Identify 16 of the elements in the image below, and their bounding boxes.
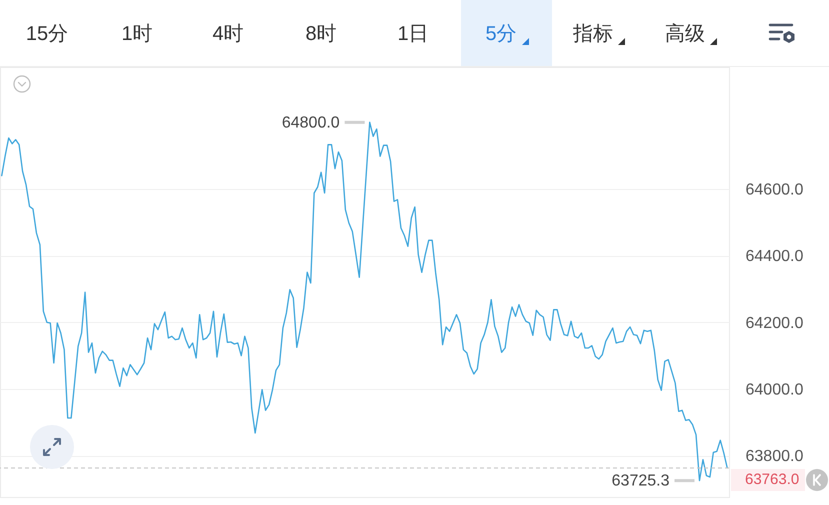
text: 15分 [26,22,68,46]
text: 高级 [665,22,705,46]
y-tick-label: 64600.0 [746,182,804,198]
text: 指标 [573,22,613,46]
text: 8时 [305,22,337,46]
text: 1日 [397,22,429,46]
annotation: 64800.0 [282,114,340,132]
selected-tab: 5分 [461,0,552,66]
y-tick-label: 64400.0 [746,248,804,266]
y-tick-label: 64000.0 [746,382,804,398]
text: 4时 [212,22,244,46]
ref-line-label: 63763.0 [745,471,800,488]
text: 1时 [121,22,153,46]
y-tick-label: 64200.0 [746,314,804,332]
annotation: 63725.3 [612,472,670,490]
y-tick-label: 63800.0 [746,448,804,466]
